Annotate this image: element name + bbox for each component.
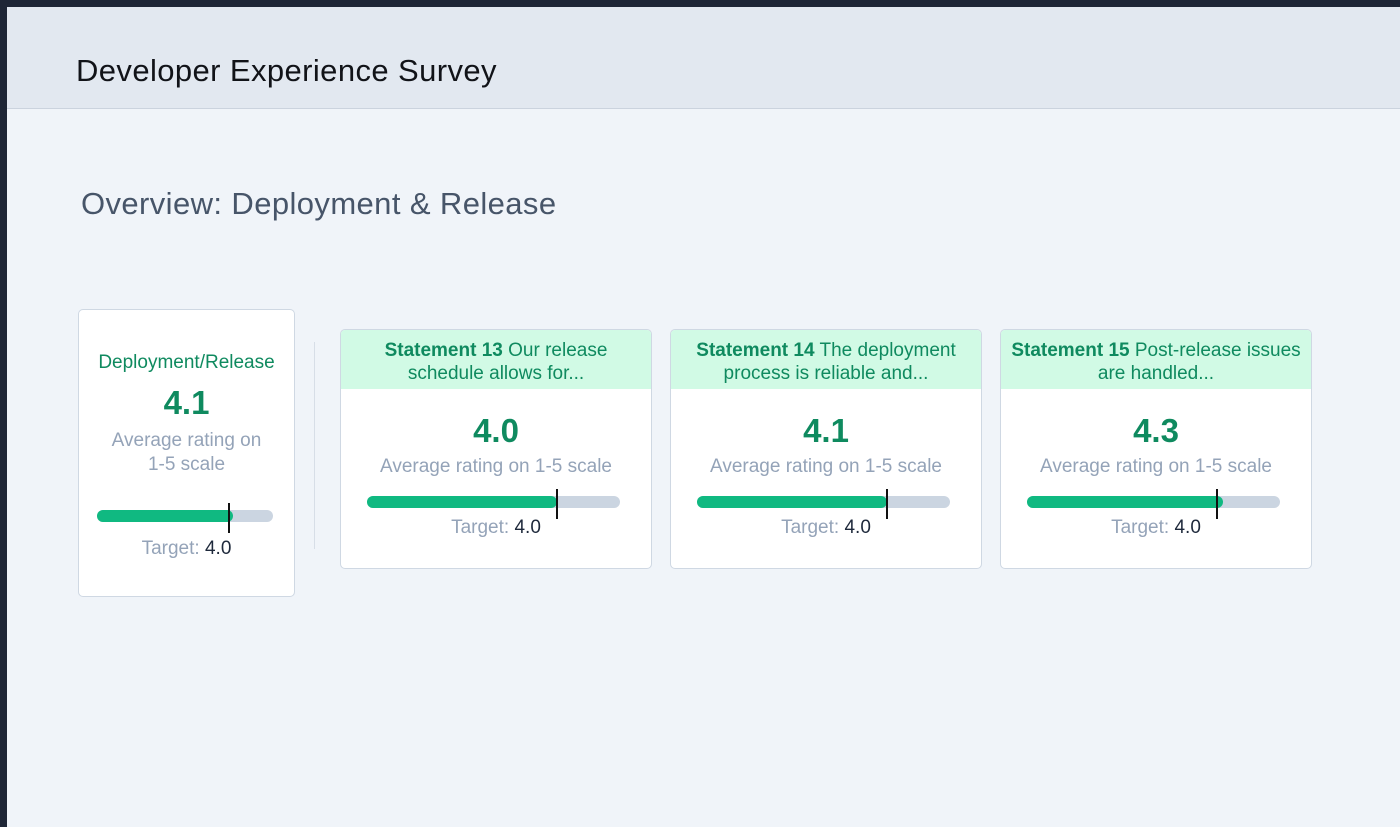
app-frame: Developer Experience Survey Overview: De… (7, 7, 1400, 827)
statement-label: Statement 15 (1011, 340, 1130, 361)
statement-subtitle: Average rating on 1-5 scale (709, 456, 943, 477)
section-title: Overview: Deployment & Release (81, 186, 557, 221)
statement-target-value: 4.0 (514, 517, 541, 538)
vertical-divider (314, 342, 315, 549)
summary-target: Target: 4.0 (79, 538, 294, 560)
statement-target-label: Target: (451, 517, 510, 538)
statement-progress-bar (1027, 489, 1280, 519)
statement-progress-bar (697, 489, 950, 519)
statement-target-value: 4.0 (1174, 517, 1201, 538)
statement-target-marker (555, 489, 558, 519)
summary-target-marker (228, 503, 230, 533)
statement-target-label: Target: (1111, 517, 1170, 538)
statement-target-marker (885, 489, 888, 519)
statement-progress-fill (367, 496, 557, 508)
summary-subtitle: Average rating on 1-5 scale (111, 430, 262, 475)
summary-progress-fill (97, 510, 234, 522)
statement-progress-bar (367, 489, 620, 519)
summary-value: 4.1 (163, 384, 210, 421)
statement-header: Statement 13 Our release schedule allows… (341, 330, 651, 389)
statement-card: Statement 15 Post-release issues are han… (1000, 329, 1312, 569)
statement-header: Statement 14 The deployment process is r… (671, 330, 981, 389)
app-title: Developer Experience Survey (76, 53, 497, 88)
statement-progress-fill (697, 496, 887, 508)
statement-target-value: 4.0 (844, 517, 871, 538)
statement-target: Target: 4.0 (1001, 517, 1311, 539)
summary-category: Deployment/Release (98, 352, 275, 373)
statement-value: 4.1 (803, 412, 849, 449)
summary-card: Deployment/Release 4.1 Average rating on… (78, 309, 295, 597)
statement-target-marker (1215, 489, 1218, 519)
statement-value: 4.3 (1133, 412, 1179, 449)
app-header: Developer Experience Survey (7, 7, 1400, 109)
statement-progress-fill (1027, 496, 1224, 508)
statement-card: Statement 14 The deployment process is r… (670, 329, 982, 569)
statement-header: Statement 15 Post-release issues are han… (1001, 330, 1311, 389)
summary-target-value: 4.0 (204, 538, 232, 559)
statement-target: Target: 4.0 (671, 517, 981, 539)
statement-label: Statement 13 (384, 340, 503, 361)
statement-subtitle: Average rating on 1-5 scale (1039, 456, 1273, 477)
statement-text: The deployment process is reliable and..… (723, 340, 956, 384)
statement-target-label: Target: (781, 517, 840, 538)
statement-card: Statement 13 Our release schedule allows… (340, 329, 652, 569)
statement-subtitle: Average rating on 1-5 scale (379, 456, 613, 477)
statement-text: Our release schedule allows for... (407, 340, 608, 384)
statement-value: 4.0 (473, 412, 519, 449)
summary-target-label: Target: (141, 538, 200, 559)
statement-target: Target: 4.0 (341, 517, 651, 539)
summary-progress-bar (97, 503, 273, 533)
statement-text: Post-release issues are handled... (1097, 340, 1301, 384)
statement-label: Statement 14 (696, 340, 815, 361)
